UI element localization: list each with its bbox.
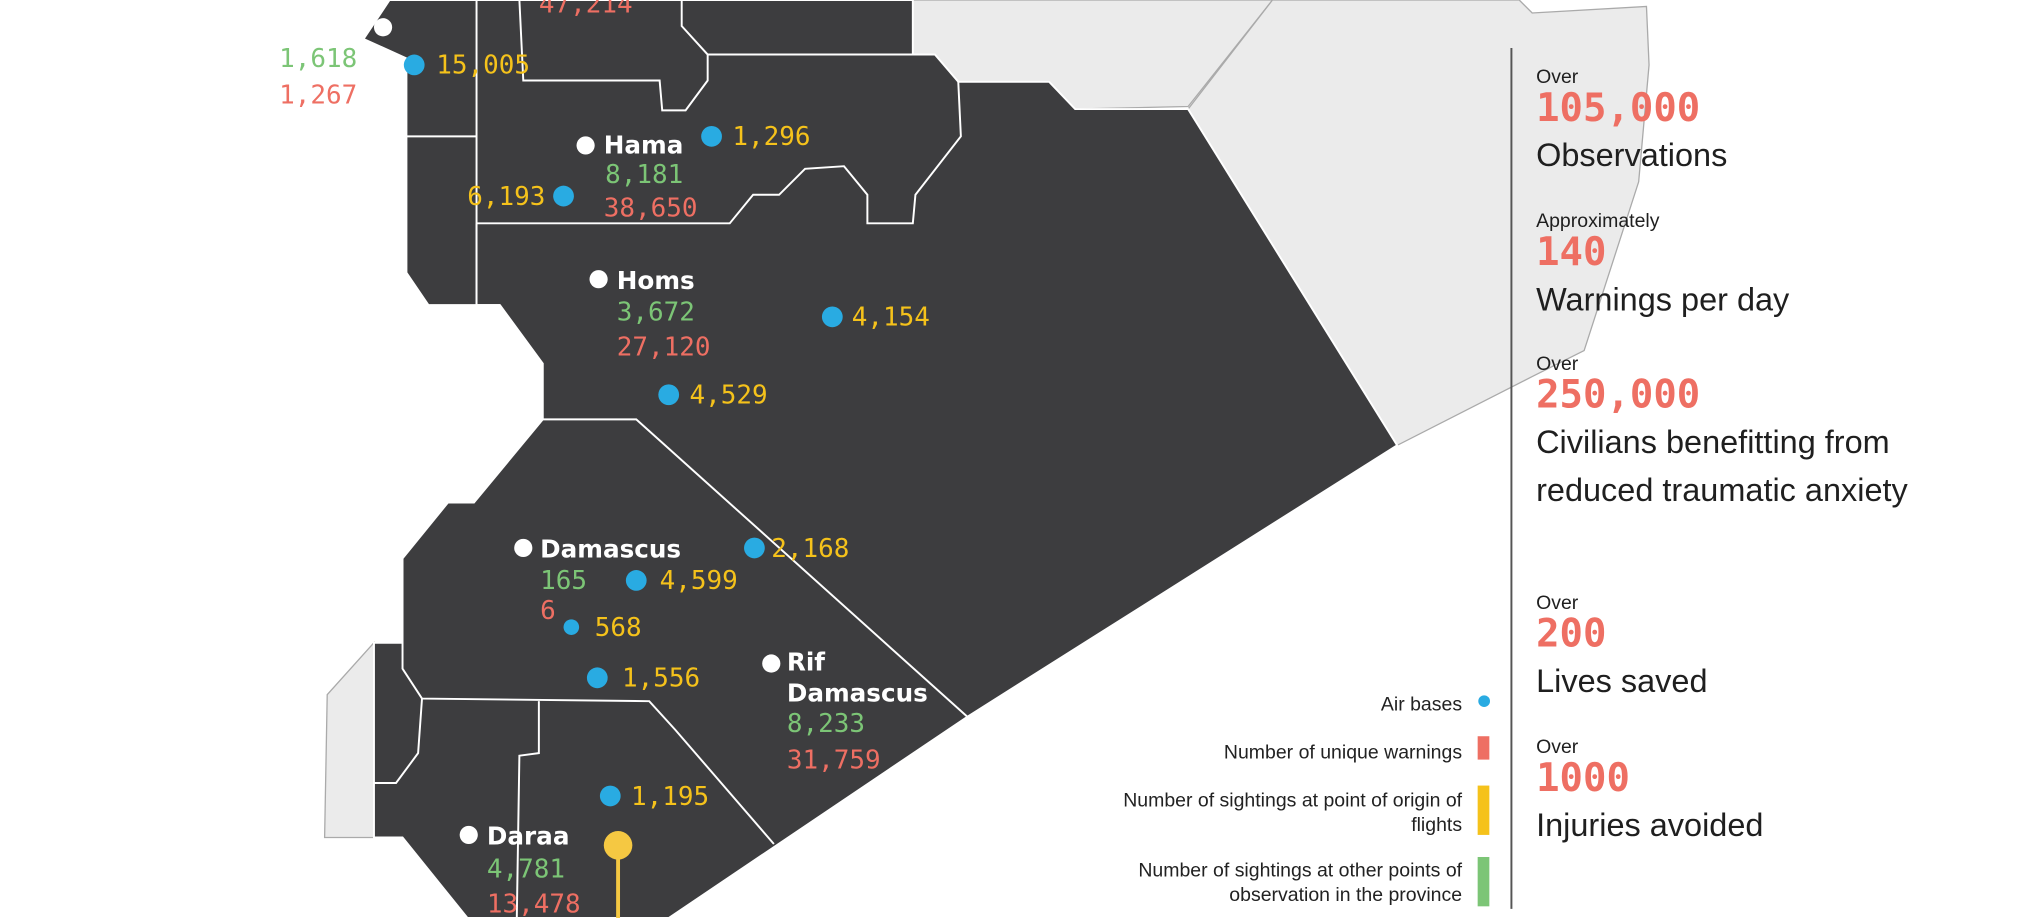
origin-pin: [603, 831, 633, 860]
city-name: Daraa: [487, 822, 570, 851]
city-name: Hama: [604, 131, 684, 160]
origin-sightings: 4,154: [852, 303, 930, 333]
other-sightings: 8,233: [787, 709, 865, 739]
stat-qualifier: Over: [1536, 66, 1579, 89]
neighbor-region: [323, 641, 375, 839]
city-name: Homs: [617, 266, 695, 295]
other-sightings: 8,181: [605, 160, 683, 190]
legend-swatch: [1477, 785, 1490, 835]
legend-swatch: [1478, 695, 1490, 708]
other-sightings: 4,781: [487, 854, 565, 884]
air-base: [563, 619, 580, 635]
other-sightings: 1,618: [279, 44, 357, 74]
unique-warnings: 38,650: [604, 194, 698, 224]
stat-label: Observations: [1536, 137, 1728, 174]
stat-label: Civilians benefitting from reduced traum…: [1536, 424, 1908, 510]
stat-qualifier: Over: [1536, 736, 1579, 759]
origin-sightings: 2,168: [771, 534, 849, 564]
origin-sightings: 6,193: [467, 182, 545, 212]
other-sightings: 165: [540, 566, 587, 596]
stat-value: 105,000: [1536, 85, 1701, 132]
unique-warnings: 27,120: [617, 332, 711, 362]
city-dot: [762, 654, 781, 673]
city-dot: [459, 825, 478, 845]
origin-sightings: 15,005: [436, 51, 530, 81]
unique-warnings: 31,759: [787, 745, 881, 775]
stat: Over 200 Lives saved: [1536, 593, 1926, 706]
air-base: [701, 125, 722, 147]
stat-value: 140: [1536, 229, 1607, 276]
legend-label: Air bases: [1380, 693, 1463, 716]
origin-sightings: 4,599: [660, 566, 738, 596]
stat-label: Lives saved: [1536, 663, 1708, 700]
city-dot: [373, 18, 393, 37]
air-base: [744, 537, 765, 559]
other-sightings: 3,672: [617, 297, 695, 327]
unique-warnings: 13,478: [487, 890, 581, 918]
legend-swatch: [1477, 856, 1490, 907]
province-borders: [373, 0, 969, 918]
unique-warnings: 47,214: [539, 0, 633, 20]
air-base: [821, 306, 843, 328]
stat: Over 105,000 Observations: [1536, 66, 1926, 181]
stat-qualifier: Over: [1536, 592, 1579, 615]
stat-qualifier: Approximately: [1536, 210, 1660, 233]
unique-warnings: 6: [540, 596, 556, 626]
unique-warnings: 1,267: [279, 81, 357, 111]
stat-value: 200: [1536, 611, 1607, 658]
origin-sightings: 568: [595, 613, 642, 643]
legend-label: Number of sightings at other points of o…: [1138, 859, 1463, 907]
air-base: [586, 667, 608, 689]
stat: Over 250,000 Civilians benefitting from re…: [1536, 354, 1926, 515]
country: [362, 0, 1399, 918]
city-name: Rif Damascus: [787, 648, 928, 708]
city-dot: [514, 538, 533, 558]
stat: Approximately 140 Warnings per day: [1536, 210, 1926, 325]
origin-sightings: 1,296: [732, 122, 810, 152]
air-base: [625, 570, 647, 591]
stat-value: 250,000: [1536, 372, 1701, 419]
legend-label: Number of sightings at point of origin o…: [1123, 789, 1463, 837]
air-base: [658, 384, 680, 406]
origin-sightings: 1,556: [622, 664, 700, 694]
legend-label: Number of unique warnings: [1223, 741, 1463, 764]
stat-qualifier: Over: [1536, 353, 1579, 376]
stat-label: Warnings per day: [1536, 281, 1790, 319]
city-name: Damascus: [540, 535, 681, 564]
stat-label: Injuries avoided: [1536, 807, 1764, 845]
origin-sightings: 4,529: [689, 381, 767, 411]
air-base: [599, 785, 621, 807]
stat-value: 1000: [1536, 755, 1630, 802]
stat: Over 1000 Injuries avoided: [1536, 736, 1926, 851]
air-base: [403, 54, 425, 76]
origin-sightings: 1,195: [631, 782, 709, 812]
city-name: Lattakia: [243, 10, 357, 39]
legend-swatch: [1477, 736, 1490, 760]
city-dot: [576, 136, 595, 155]
city-dot: [589, 270, 608, 289]
air-base: [553, 185, 574, 207]
